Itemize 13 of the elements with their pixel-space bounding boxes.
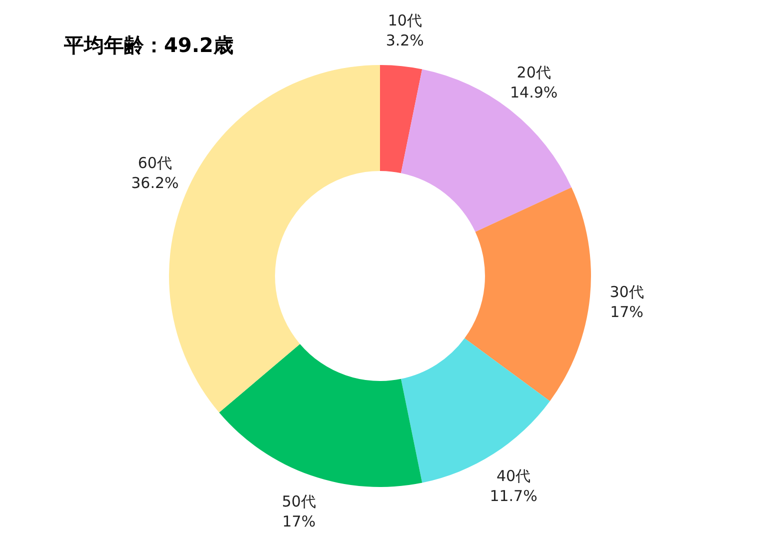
data-label: 17%: [610, 302, 644, 321]
slice-label: 40代: [496, 466, 531, 485]
slice-label: 50代: [282, 492, 316, 510]
data-label: 14.9%: [510, 83, 558, 102]
text: 平均年齢：49.2歳: [63, 33, 234, 57]
slice-label: 30代: [610, 282, 644, 301]
data-label: 17%: [282, 512, 316, 530]
slice-label: 20代: [516, 63, 551, 82]
slice-label: 60代: [138, 154, 172, 172]
data-label: 3.2%: [386, 31, 424, 50]
slice-label: 10代: [388, 11, 422, 30]
data-label: 11.7%: [490, 486, 538, 505]
data-label: 36.2%: [131, 174, 179, 192]
